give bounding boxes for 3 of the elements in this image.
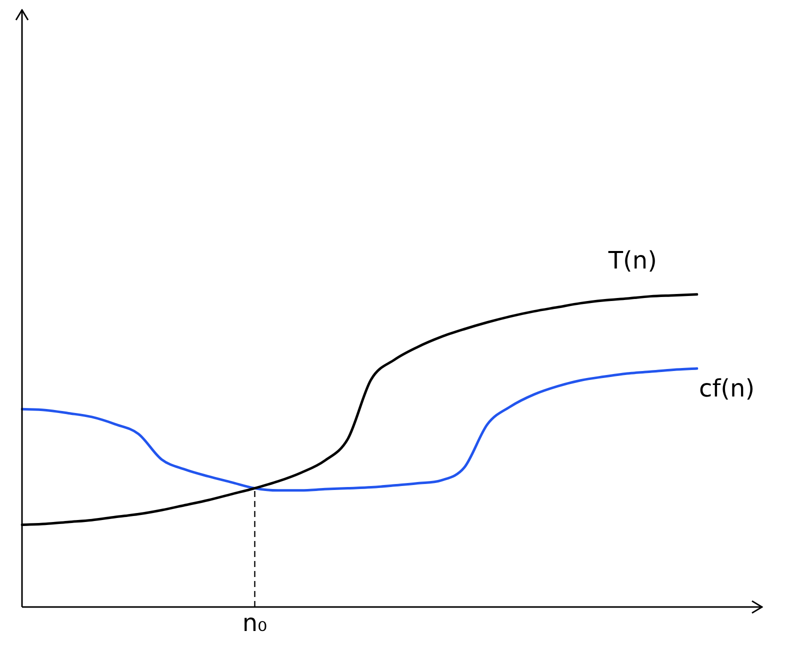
series-label: cf(n) <box>699 374 755 403</box>
series-label: T(n) <box>607 246 657 275</box>
text: n₀ <box>242 609 268 638</box>
